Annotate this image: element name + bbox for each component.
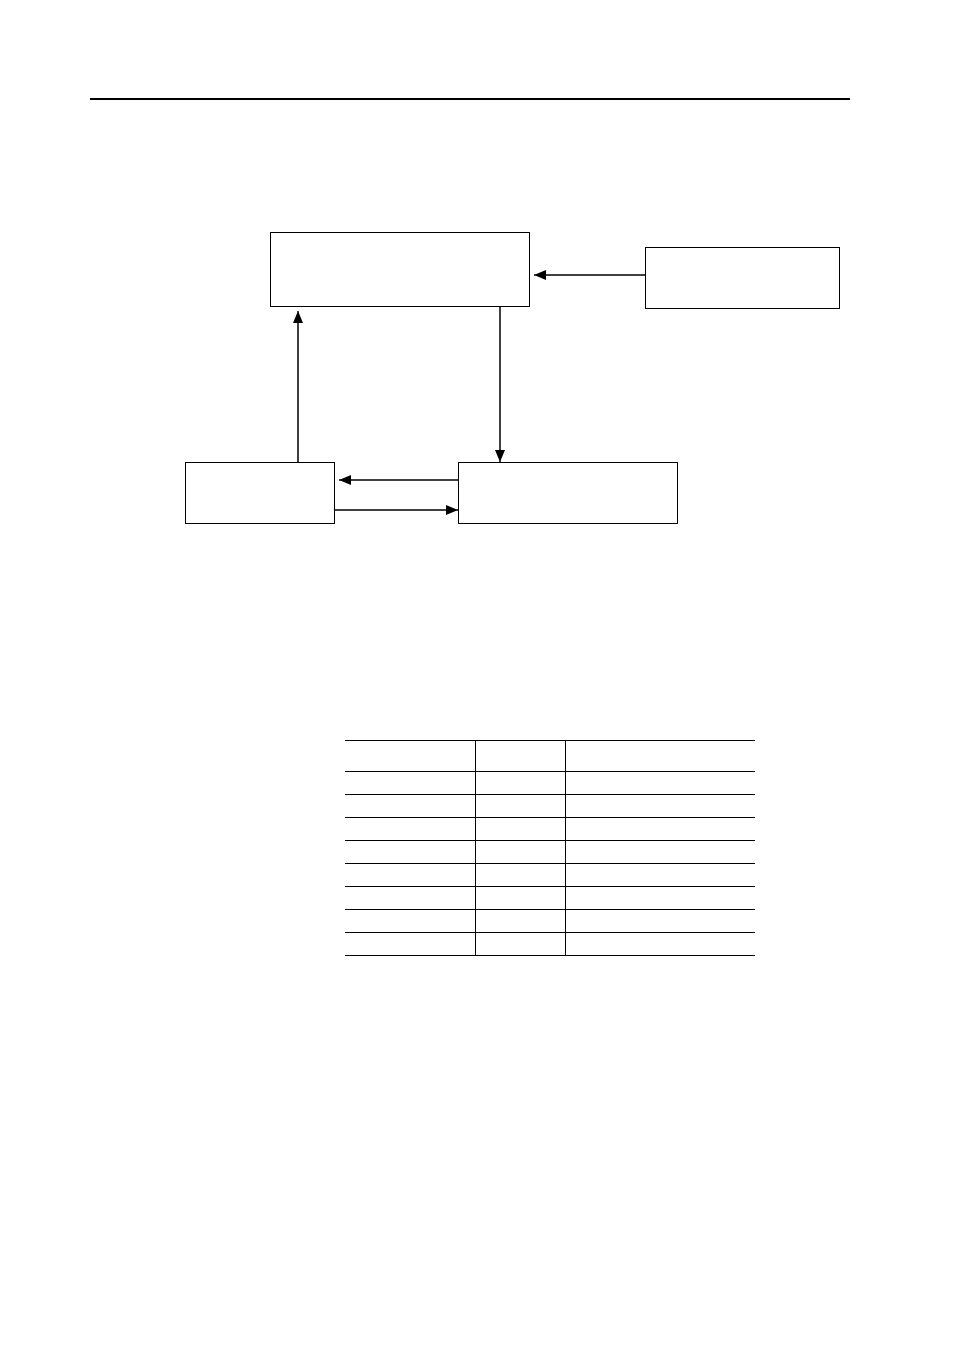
table-row <box>345 818 755 841</box>
table-cell <box>475 887 565 910</box>
flow-node-right <box>645 247 840 309</box>
data-table <box>345 740 755 956</box>
table-cell <box>565 772 755 795</box>
flow-node-left <box>185 462 335 524</box>
table-cell <box>345 910 475 933</box>
table-header-cell <box>345 741 475 772</box>
table-cell <box>475 818 565 841</box>
table-header-cell <box>565 741 755 772</box>
table-row <box>345 795 755 818</box>
table-cell <box>475 933 565 956</box>
table-cell <box>475 772 565 795</box>
table-cell <box>345 795 475 818</box>
table-row <box>345 933 755 956</box>
flowchart-arrows <box>0 0 954 1351</box>
table-row <box>345 864 755 887</box>
table-row <box>345 910 755 933</box>
table-row <box>345 841 755 864</box>
table-cell <box>345 772 475 795</box>
table-cell <box>475 910 565 933</box>
table-cell <box>475 864 565 887</box>
table-cell <box>345 818 475 841</box>
table-cell <box>565 864 755 887</box>
table-cell <box>345 841 475 864</box>
table-cell <box>565 795 755 818</box>
table-cell <box>475 795 565 818</box>
table-cell <box>565 910 755 933</box>
table-header-cell <box>475 741 565 772</box>
table-cell <box>565 818 755 841</box>
header-rule <box>90 98 850 100</box>
flow-node-top <box>270 232 530 307</box>
table-cell <box>345 864 475 887</box>
table-row <box>345 772 755 795</box>
table-cell <box>345 887 475 910</box>
flow-node-bottom <box>458 462 678 524</box>
table-cell <box>345 933 475 956</box>
table-row <box>345 887 755 910</box>
table-cell <box>565 887 755 910</box>
table-cell <box>565 933 755 956</box>
table-cell <box>475 841 565 864</box>
table-cell <box>565 841 755 864</box>
